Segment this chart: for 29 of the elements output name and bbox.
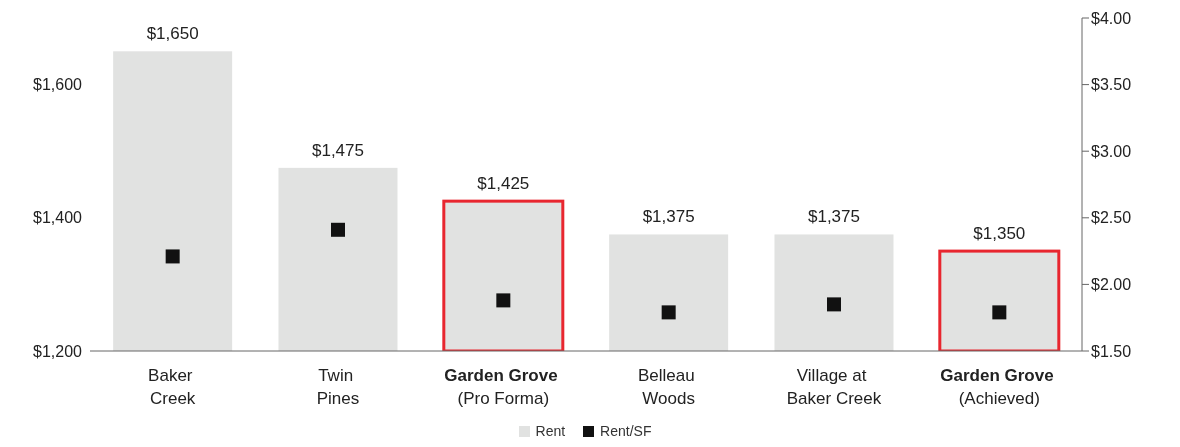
y-tick-label: $1,400 <box>33 209 83 227</box>
data-label: $1,350 <box>973 224 1026 244</box>
data-label: $1,425 <box>477 174 530 194</box>
legend-label: Rent/SF <box>599 423 652 439</box>
y2-tick-label: $2.50 <box>1091 209 1132 227</box>
data-label: $1,475 <box>311 140 364 160</box>
x-tick-label: Belleau Woods <box>637 366 700 408</box>
y-tick-label: $1,200 <box>33 342 83 360</box>
data-label: $1,375 <box>807 207 860 227</box>
x-tick-label: Village at Baker Creek <box>786 366 882 408</box>
point <box>992 305 1007 320</box>
x-tick-label: Garden Grove (Achieved) <box>940 366 1059 408</box>
point <box>496 293 511 308</box>
point <box>165 249 180 264</box>
x-tick-label: Garden Grove (Pro Forma) <box>444 366 563 408</box>
x-tick-label: Twin Pines <box>316 366 360 408</box>
data-label: $1,375 <box>642 207 695 227</box>
legend-label: Rent <box>534 423 566 439</box>
y2-tick-label: $3.00 <box>1091 142 1132 160</box>
point <box>827 297 841 312</box>
y-tick-label: $1,600 <box>33 76 83 94</box>
data-label: $1,650 <box>146 24 199 44</box>
y2-tick-label: $3.50 <box>1091 76 1132 94</box>
point <box>661 305 676 320</box>
y2-tick-label: $2.00 <box>1091 276 1132 294</box>
point <box>331 222 345 237</box>
y2-tick-label: $4.00 <box>1091 9 1132 27</box>
y2-tick-label: $1.50 <box>1091 342 1132 360</box>
x-tick-label: Baker Creek <box>148 366 198 408</box>
